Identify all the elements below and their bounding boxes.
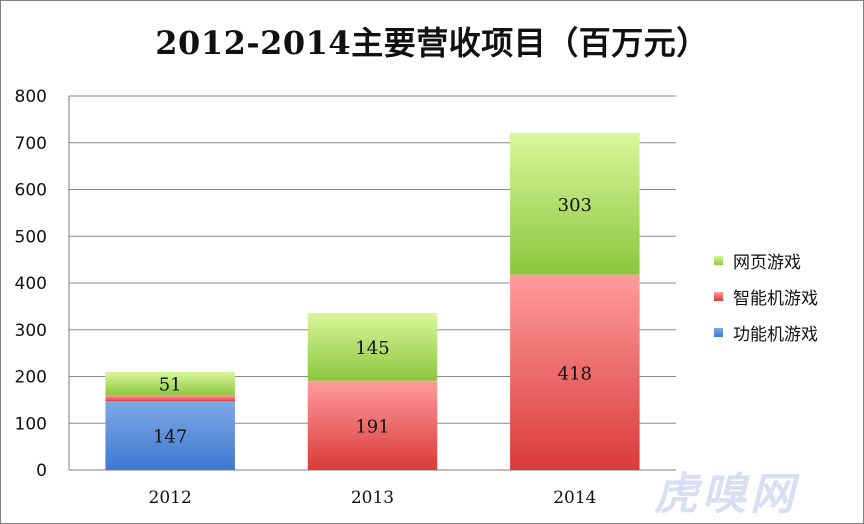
y-tick-label: 200 — [15, 368, 47, 388]
data-label: 51 — [159, 375, 182, 396]
legend: 网页游戏 智能机游戏 功能机游戏 — [714, 242, 818, 350]
data-label: 147 — [153, 427, 187, 448]
data-label: 191 — [355, 416, 389, 437]
legend-swatch-web-games — [714, 255, 723, 265]
bar-segment — [105, 395, 235, 402]
watermark: 虎嗅网 — [654, 469, 798, 520]
x-tick-label: 2013 — [351, 488, 394, 508]
x-tick-label: 2012 — [149, 488, 192, 508]
bar-segment — [307, 380, 438, 470]
bar-segment — [105, 401, 235, 470]
legend-label-feature-phone-games: 功能机游戏 — [733, 324, 818, 345]
y-tick-label: 600 — [15, 181, 47, 201]
data-label: 418 — [558, 363, 592, 384]
y-tick-label: 400 — [15, 274, 47, 294]
y-tick-label: 300 — [15, 321, 47, 341]
data-label: 303 — [558, 195, 592, 216]
legend-label-smartphone-games: 智能机游戏 — [733, 288, 818, 309]
bar-segment — [307, 312, 438, 381]
y-tick-label: 700 — [15, 134, 47, 154]
y-tick-label: 0 — [36, 461, 47, 481]
bar-segment — [510, 132, 640, 275]
legend-item-web-games: 网页游戏 — [714, 242, 818, 278]
y-tick-label: 500 — [15, 227, 47, 247]
chart-title: 2012-2014主要营收项目（百万元） — [155, 24, 709, 62]
legend-label-web-games: 网页游戏 — [733, 252, 801, 273]
legend-swatch-feature-phone-games — [714, 327, 723, 337]
bar-segment — [105, 371, 235, 396]
bar-segment — [510, 274, 640, 470]
legend-item-smartphone-games: 智能机游戏 — [714, 278, 818, 314]
data-label: 145 — [355, 338, 389, 359]
x-tick-label: 2014 — [553, 488, 596, 508]
y-tick-label: 100 — [15, 414, 47, 434]
legend-item-feature-phone-games: 功能机游戏 — [714, 314, 818, 350]
y-tick-label: 800 — [15, 87, 47, 107]
legend-swatch-smartphone-games — [714, 291, 723, 301]
